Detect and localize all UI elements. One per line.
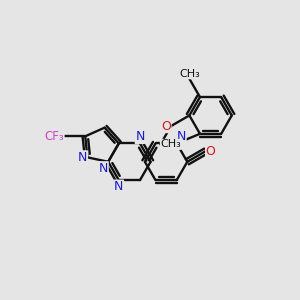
Text: CH₃: CH₃ (179, 69, 200, 79)
Text: N: N (177, 130, 186, 143)
Text: O: O (206, 145, 215, 158)
Text: O: O (161, 119, 171, 133)
Text: N: N (99, 162, 108, 175)
Text: CF₃: CF₃ (44, 130, 64, 143)
Text: N: N (78, 151, 88, 164)
Text: N: N (114, 180, 124, 193)
Text: CH₃: CH₃ (160, 140, 181, 149)
Text: N: N (135, 130, 145, 143)
